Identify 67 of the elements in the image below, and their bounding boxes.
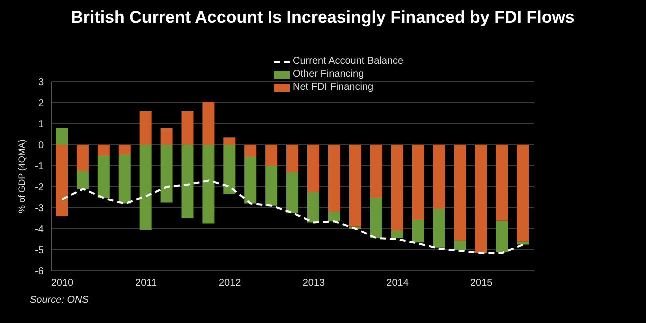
y-tick-label: -2 xyxy=(35,182,44,194)
x-tick-label: 2013 xyxy=(302,278,326,290)
bar xyxy=(412,220,424,243)
legend-label: Current Account Balance xyxy=(293,55,404,68)
x-tick-label: 2011 xyxy=(136,278,158,290)
bar xyxy=(370,198,382,238)
bar xyxy=(328,212,340,222)
bar xyxy=(202,102,215,145)
bar xyxy=(160,145,173,203)
bar xyxy=(98,145,110,156)
bar xyxy=(56,145,68,216)
bar xyxy=(307,192,320,223)
bar xyxy=(182,111,194,145)
bar xyxy=(224,145,236,194)
bar xyxy=(266,166,278,206)
bar xyxy=(454,145,466,241)
bar xyxy=(140,111,152,145)
y-tick-label: -6 xyxy=(35,266,44,278)
bar xyxy=(160,128,173,145)
y-tick-label: -1 xyxy=(35,162,44,173)
bar xyxy=(370,145,382,198)
bar xyxy=(118,145,131,154)
bar xyxy=(412,145,424,220)
bar xyxy=(76,171,89,190)
y-tick-label: -3 xyxy=(35,204,44,215)
bar xyxy=(475,145,488,254)
bar xyxy=(244,156,257,204)
y-tick-label: 1 xyxy=(38,120,44,131)
bar xyxy=(517,242,530,245)
bar xyxy=(517,145,530,242)
bar xyxy=(286,145,299,172)
bar xyxy=(433,209,446,248)
bar xyxy=(56,128,68,145)
bar xyxy=(266,145,278,166)
bar xyxy=(496,220,508,252)
bar xyxy=(76,145,89,172)
bar xyxy=(496,145,508,221)
x-tick-label: 2012 xyxy=(219,278,242,290)
y-axis-title: % of GDP (4QMA) xyxy=(17,140,28,214)
bar xyxy=(433,145,446,210)
y-tick-label: -5 xyxy=(35,246,44,257)
bar xyxy=(224,138,236,145)
y-tick-label: 3 xyxy=(38,78,44,89)
line-series xyxy=(61,180,525,254)
bar xyxy=(454,240,466,250)
x-tick-label: 2014 xyxy=(386,278,410,290)
legend-label: Other Financing xyxy=(293,68,364,81)
bar xyxy=(98,156,110,199)
y-tick-label: 2 xyxy=(38,98,44,110)
bar xyxy=(391,145,404,232)
bar xyxy=(328,145,340,212)
y-tick-label: 0 xyxy=(38,140,44,152)
bar xyxy=(307,145,320,192)
bar xyxy=(182,145,194,218)
bar xyxy=(286,172,299,214)
bar xyxy=(118,154,131,204)
bar xyxy=(202,145,215,224)
bar xyxy=(140,145,152,230)
x-tick-label: 2015 xyxy=(470,278,494,290)
y-tick-label: -4 xyxy=(35,224,44,236)
bar xyxy=(391,231,404,238)
chart-title: British Current Account Is Increasingly Financed by FDI Flows xyxy=(70,8,576,28)
legend-label: Net FDI Financing xyxy=(293,81,374,94)
bar xyxy=(244,145,257,157)
x-tick-label: 2010 xyxy=(51,278,74,290)
source-note: Source: ONS xyxy=(30,295,89,306)
bar xyxy=(349,145,362,227)
